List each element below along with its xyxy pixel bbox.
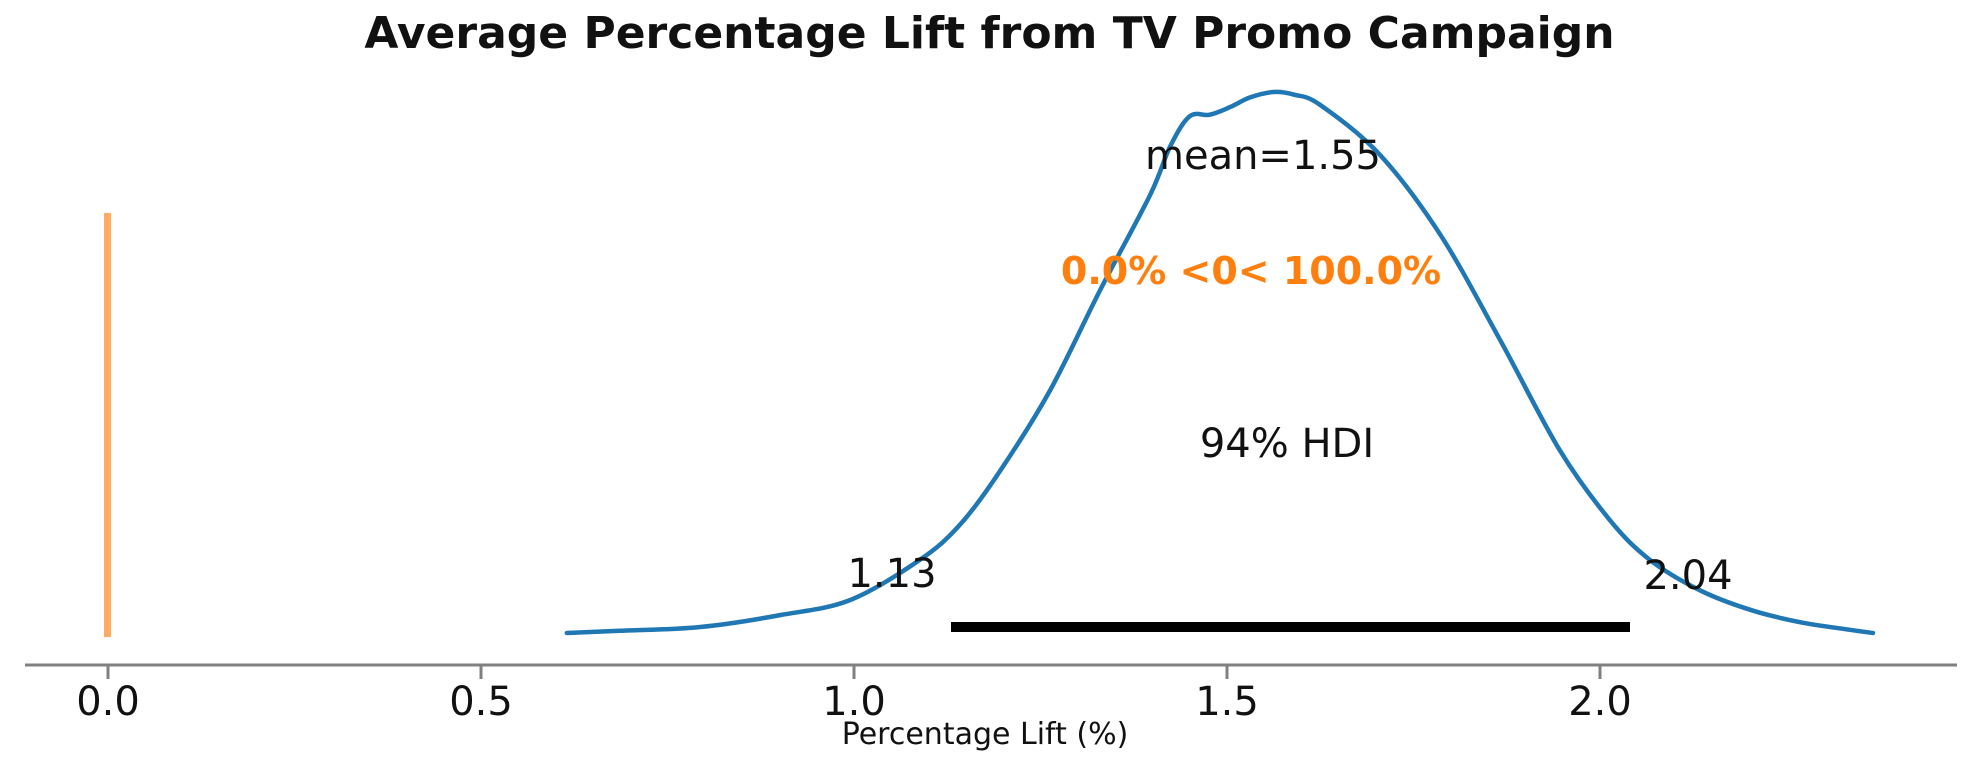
kde-curve xyxy=(564,89,1876,636)
ref-val-annotation: 0.0% <0< 100.0% xyxy=(1060,249,1442,293)
hdi-lower-annotation: 1.13 xyxy=(847,551,937,597)
x-tick-label-4: 2.0 xyxy=(1568,679,1632,725)
chart-title: Average Percentage Lift from TV Promo Ca… xyxy=(364,8,1615,59)
x-tick-label-0: 0.0 xyxy=(76,679,140,725)
hdi-upper-annotation: 2.04 xyxy=(1643,553,1733,599)
x-tick-label-1: 0.5 xyxy=(449,679,513,725)
x-tick-label-3: 1.5 xyxy=(1195,679,1259,725)
mean-annotation: mean=1.55 xyxy=(1144,133,1382,179)
x-axis-ticks xyxy=(106,665,1602,679)
hdi-annotation: 94% HDI xyxy=(1199,421,1375,467)
x-tick-label-2: 1.0 xyxy=(822,679,886,725)
x-axis-label: Percentage Lift (%) xyxy=(841,717,1129,752)
